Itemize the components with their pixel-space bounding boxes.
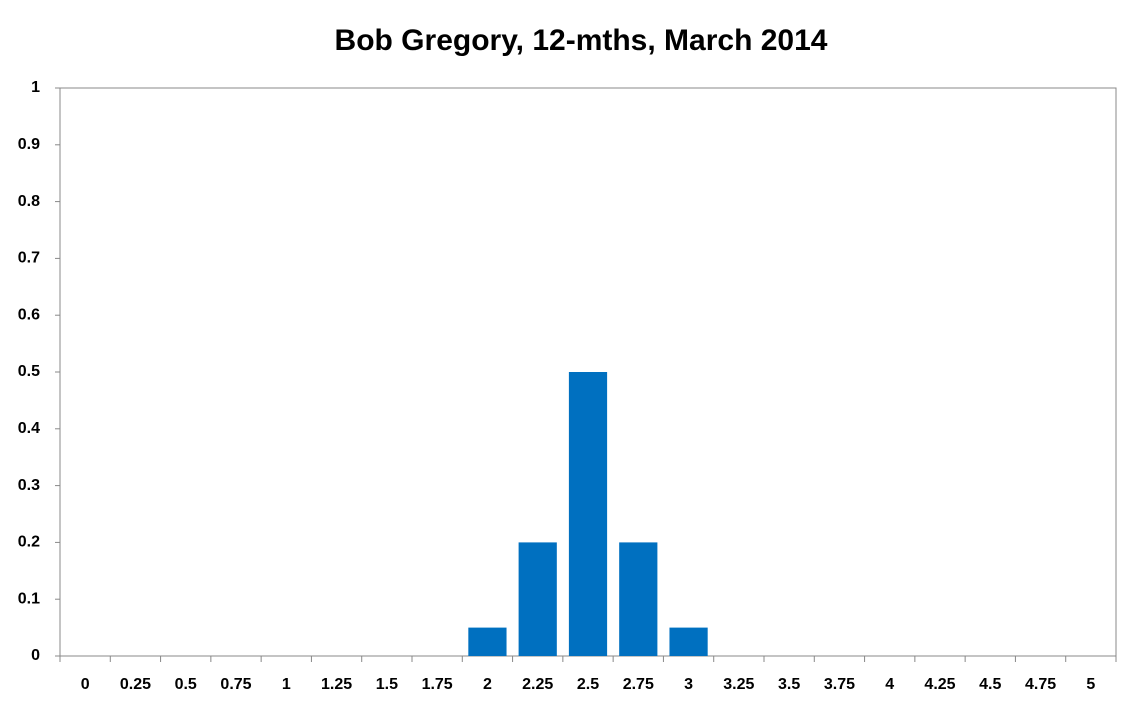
x-tick-label: 4 [885, 676, 894, 693]
bar [568, 372, 608, 656]
bar [619, 542, 658, 656]
x-tick-label: 1 [282, 676, 291, 693]
y-tick-label: 0.6 [18, 306, 40, 323]
y-tick-label: 0.5 [18, 363, 40, 380]
x-tick-label: 1.25 [321, 676, 352, 693]
y-tick-label: 0.8 [18, 193, 40, 210]
y-tick-label: 0.4 [18, 420, 40, 437]
x-tick-label: 2 [483, 676, 492, 693]
y-tick-label: 1 [31, 79, 40, 96]
x-tick-label: 3.5 [778, 676, 800, 693]
chart-title: Bob Gregory, 12-mths, March 2014 [335, 24, 828, 57]
x-tick-label: 5 [1086, 676, 1095, 693]
x-tick-label: 2.25 [522, 676, 553, 693]
y-tick-label: 0.9 [18, 136, 40, 153]
y-tick-label: 0.1 [18, 590, 40, 607]
x-tick-label: 3 [684, 676, 693, 693]
x-tick-label: 0.25 [120, 676, 151, 693]
x-tick-label: 0 [81, 676, 90, 693]
x-tick-label: 0.75 [220, 676, 251, 693]
x-tick-label: 4.25 [924, 676, 955, 693]
y-tick-label: 0.3 [18, 477, 40, 494]
x-tick-label: 3.25 [723, 676, 754, 693]
bar [669, 627, 708, 656]
x-tick-label: 0.5 [175, 676, 197, 693]
bar [468, 627, 507, 656]
y-tick-label: 0 [31, 647, 40, 664]
x-tick-label: 2.5 [577, 676, 599, 693]
x-tick-label: 4.75 [1025, 676, 1056, 693]
x-tick-label: 3.75 [824, 676, 855, 693]
x-tick-label: 1.5 [376, 676, 398, 693]
y-tick-label: 0.7 [18, 250, 40, 267]
x-tick-label: 1.75 [422, 676, 453, 693]
y-tick-label: 0.2 [18, 534, 40, 551]
x-tick-label: 4.5 [979, 676, 1001, 693]
x-tick-label: 2.75 [623, 676, 654, 693]
bar [518, 542, 557, 656]
